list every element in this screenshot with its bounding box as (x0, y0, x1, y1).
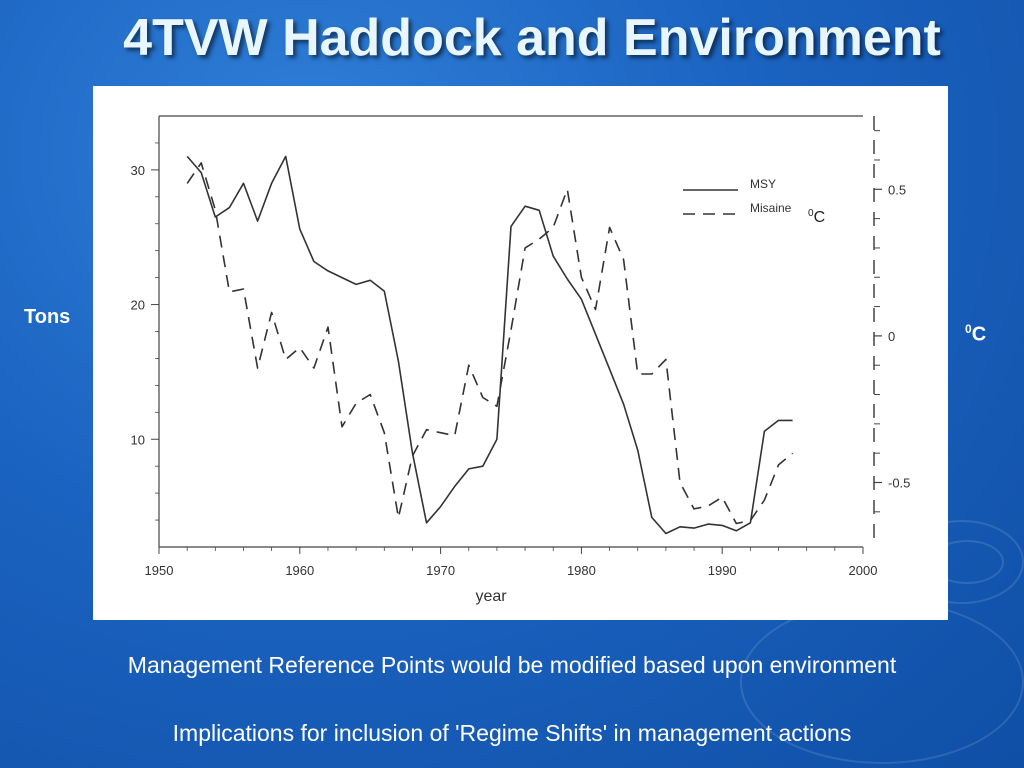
x-tick-label: 2000 (849, 563, 878, 578)
series-line-msy (186, 155, 793, 535)
y-left-tick-label: 20 (131, 298, 145, 313)
legend-unit-annotation: 0C (808, 208, 825, 226)
x-tick-label: 1980 (567, 563, 596, 578)
chart-panel: 1950 1960 1970 1980 1990 2000 year 10 20 30 0.5 0 -0… (93, 86, 948, 620)
chart: 1950 1960 1970 1980 1990 2000 year 10 20 30 0.5 0 -0… (131, 115, 910, 605)
right-axis-title-degree: 0 (965, 322, 972, 336)
x-axis-label: year (475, 588, 507, 605)
y-left-tick-label: 10 (131, 432, 145, 447)
bullet-2: Implications for inclusion of 'Regime Sh… (172, 720, 852, 746)
legend-unit-degree: 0 (808, 208, 814, 219)
x-tick-label: 1950 (145, 563, 174, 578)
x-tick-label: 1960 (285, 563, 314, 578)
left-axis-title: Tons (24, 306, 71, 328)
legend-label-msy: MSY (750, 177, 776, 191)
x-tick-label: 1970 (426, 563, 455, 578)
bullet-1: Management Reference Points would be mod… (127, 652, 897, 678)
right-axis-title-unit: C (971, 323, 987, 346)
series-line-misaine (186, 162, 794, 525)
y-right-tick-label: 0.5 (888, 182, 906, 197)
y-right-tick-label: -0.5 (888, 475, 910, 490)
legend-label-misaine: Misaine (750, 201, 792, 215)
y-right-tick-label: 0 (888, 329, 895, 344)
right-axis-title: 0C (965, 322, 986, 347)
x-tick-label: 1990 (708, 563, 737, 578)
slide-title: 4TVW Haddock and Environment (123, 9, 941, 67)
y-left-tick-label: 30 (131, 163, 145, 178)
legend-unit-letter: C (814, 209, 826, 226)
